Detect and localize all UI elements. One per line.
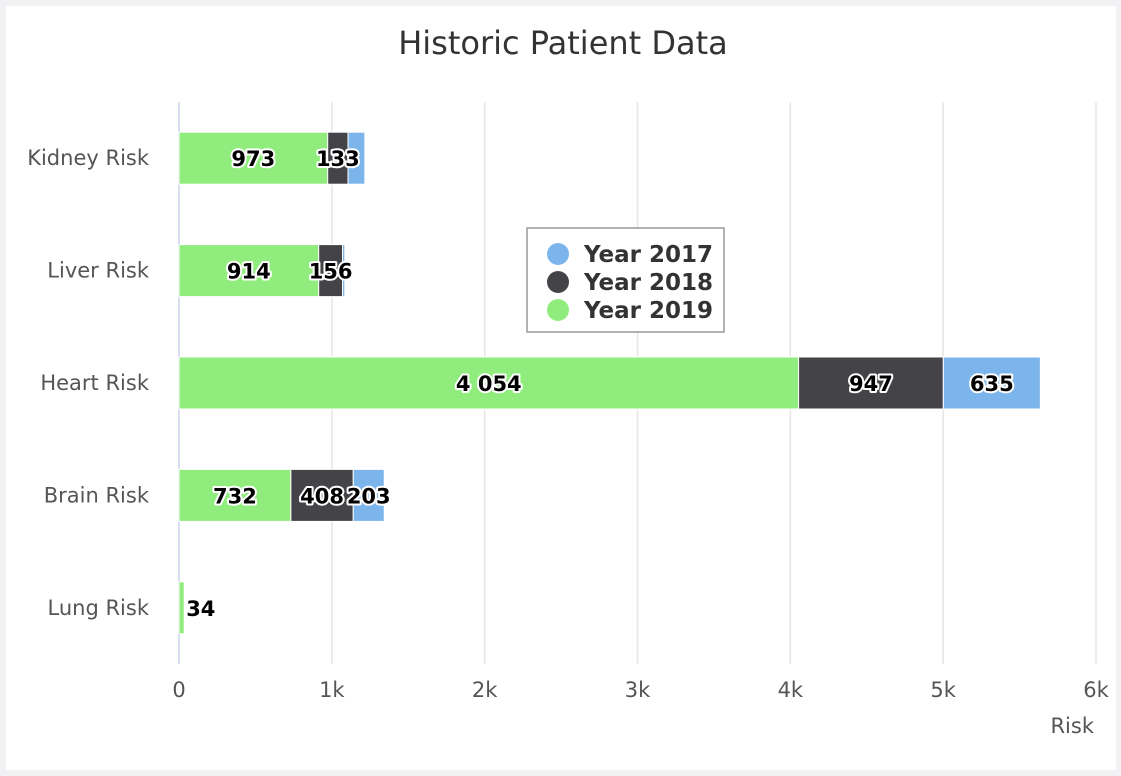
chart-title: Historic Patient Data bbox=[398, 24, 728, 62]
x-axis-title: Risk bbox=[1050, 714, 1094, 738]
legend-marker[interactable] bbox=[547, 299, 569, 321]
data-label: 973 bbox=[231, 147, 275, 171]
x-tick-label: 1k bbox=[319, 678, 345, 702]
bar-segment[interactable] bbox=[342, 244, 346, 298]
category-label: Liver Risk bbox=[47, 259, 150, 283]
x-tick-label: 5k bbox=[930, 678, 956, 702]
bar-segment[interactable] bbox=[942, 356, 1041, 410]
bar-segment[interactable] bbox=[798, 356, 944, 410]
legend-item-label[interactable]: Year 2017 bbox=[583, 242, 713, 268]
bar-segment[interactable] bbox=[178, 356, 800, 410]
axes: 0 1k 2k 3k 4k 5k 6k Kidney Risk Liver Risk Heart … bbox=[27, 146, 1109, 702]
bar-segment[interactable] bbox=[178, 244, 320, 298]
data-label: 914 bbox=[227, 260, 271, 284]
bar-segment[interactable] bbox=[352, 468, 385, 522]
data-label: 156 bbox=[309, 260, 353, 284]
data-label: 133 bbox=[316, 147, 360, 171]
legend-item-label[interactable]: Year 2019 bbox=[583, 298, 713, 324]
category-label: Heart Risk bbox=[40, 371, 149, 395]
x-tick-label: 0 bbox=[172, 678, 185, 702]
category-label: Lung Risk bbox=[48, 596, 150, 620]
category-label: Kidney Risk bbox=[27, 146, 150, 170]
bar-segment[interactable] bbox=[347, 131, 366, 185]
x-tick-label: 3k bbox=[625, 678, 651, 702]
data-label: 635 bbox=[970, 372, 1014, 396]
bar-segment[interactable] bbox=[178, 131, 329, 185]
data-label: 732 bbox=[213, 484, 257, 508]
bars bbox=[178, 131, 1041, 635]
chart-card: Historic Patient Data 973 133 914 156 4 054 9… bbox=[6, 6, 1116, 770]
bar-segment[interactable] bbox=[178, 468, 292, 522]
bar-segment[interactable] bbox=[290, 468, 354, 522]
data-label: 408 bbox=[300, 484, 344, 508]
x-tick-label: 2k bbox=[472, 678, 498, 702]
category-label: Brain Risk bbox=[44, 483, 150, 507]
data-label: 4 054 bbox=[456, 372, 522, 396]
x-tick-label: 6k bbox=[1083, 678, 1109, 702]
data-label: 203 bbox=[347, 484, 391, 508]
x-tick-label: 4k bbox=[778, 678, 804, 702]
legend-marker[interactable] bbox=[547, 243, 569, 265]
data-label: 34 bbox=[186, 597, 215, 621]
legend-marker[interactable] bbox=[547, 271, 569, 293]
legend-item-label[interactable]: Year 2018 bbox=[583, 270, 713, 296]
bar-segment[interactable] bbox=[178, 581, 185, 635]
data-label: 947 bbox=[849, 372, 893, 396]
data-labels: 973 133 914 156 4 054 947 635 732 408 203 34 bbox=[184, 145, 1016, 623]
